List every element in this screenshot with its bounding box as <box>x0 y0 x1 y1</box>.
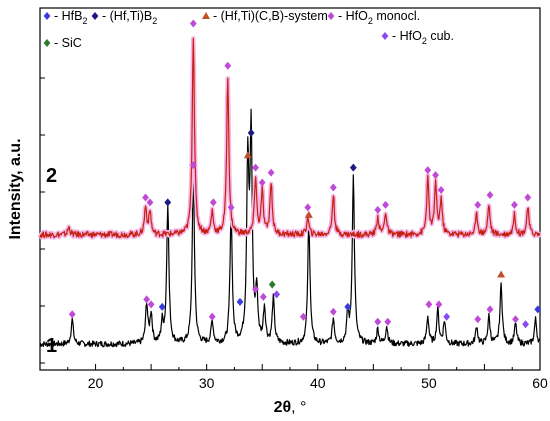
x-axis-title-unit: , ° <box>291 399 306 416</box>
phase-marker <box>486 190 494 199</box>
phase-marker <box>68 310 76 319</box>
phase-marker <box>534 305 542 314</box>
phase-marker <box>247 128 255 137</box>
phase-marker <box>511 200 518 209</box>
x-tick-label: 30 <box>199 375 215 391</box>
phase-marker <box>189 161 197 170</box>
legend-label: - SiC <box>54 36 82 50</box>
legend-item: - (Hf,Ti)(C,B)-system <box>202 9 328 23</box>
phase-marker <box>299 312 307 321</box>
legend-symbol-icon <box>91 12 99 20</box>
phase-marker <box>425 300 433 309</box>
legend-label: - HfO2 monocl. <box>338 9 420 26</box>
phase-marker <box>143 295 151 304</box>
phase-marker <box>209 198 217 207</box>
phase-marker <box>437 186 445 194</box>
legend-label: - (Hf,Ti)B2 <box>102 9 157 26</box>
phase-marker <box>474 200 482 209</box>
legend-item: - (Hf,Ti)B2 <box>91 9 157 26</box>
phase-marker <box>474 315 482 324</box>
legend-item: - HfO2 cub. <box>381 29 454 46</box>
phase-marker <box>329 307 337 316</box>
x-tick-label: 20 <box>88 375 104 391</box>
phase-marker <box>259 292 267 301</box>
phase-marker <box>432 171 439 180</box>
phase-marker <box>236 297 244 306</box>
phase-marker <box>382 200 389 209</box>
phase-marker <box>189 19 197 28</box>
legend-label: - HfB2 <box>54 9 88 26</box>
curve-label-1: 1 <box>46 335 57 357</box>
x-tick-label: 60 <box>532 375 548 391</box>
phase-marker <box>147 300 155 309</box>
phase-marker <box>224 61 232 70</box>
phase-marker <box>524 193 532 202</box>
phase-marker <box>164 198 172 207</box>
phase-marker <box>512 315 519 324</box>
curve-label-2: 2 <box>46 165 57 187</box>
phase-marker <box>374 317 382 326</box>
legend-label: - HfO2 cub. <box>392 29 454 46</box>
phase-marker <box>443 312 451 321</box>
phase-marker <box>142 193 149 202</box>
legend-symbol-icon <box>327 12 335 20</box>
phase-marker <box>374 205 382 214</box>
legend-symbol-icon <box>381 32 389 40</box>
legend-symbol-icon <box>202 12 210 19</box>
phase-marker <box>158 302 166 311</box>
series-1-line <box>39 108 541 348</box>
phase-marker <box>435 300 443 309</box>
phase-marker <box>349 163 357 172</box>
phase-marker <box>252 163 259 172</box>
legend-symbol-icon <box>43 12 51 20</box>
phase-marker <box>384 317 392 326</box>
phase-marker <box>329 183 337 192</box>
phase-marker <box>258 178 266 187</box>
phase-marker <box>146 198 154 207</box>
x-axis-title: 2θ, ° <box>274 399 307 416</box>
legend-symbol-icon <box>43 39 51 47</box>
x-tick-label: 40 <box>310 375 326 391</box>
phase-marker <box>304 203 312 212</box>
phase-marker <box>252 285 259 294</box>
legend-label: - (Hf,Ti)(C,B)-system <box>213 9 328 23</box>
phase-marker <box>267 168 275 177</box>
legend-item: - HfO2 monocl. <box>327 9 420 26</box>
phase-marker <box>344 302 352 311</box>
x-tick-label: 50 <box>421 375 437 391</box>
phase-marker <box>304 210 313 218</box>
series-2-line <box>39 37 541 239</box>
markers-group <box>68 19 542 329</box>
phase-marker <box>486 305 494 314</box>
phase-marker <box>273 290 281 299</box>
x-ticks-group: 20 30 40 50 60 <box>39 364 548 391</box>
phase-marker <box>227 203 235 212</box>
legend-item: - SiC <box>43 36 82 50</box>
legend-item: - HfB2 <box>43 9 88 26</box>
plot-frame <box>39 7 541 371</box>
phase-marker <box>208 312 216 321</box>
phase-marker <box>522 320 529 329</box>
x-axis-title-main: 2θ <box>274 399 292 416</box>
curves-group <box>37 36 542 348</box>
y-ticks-group <box>40 77 45 364</box>
phase-marker <box>497 270 506 278</box>
series-2-halo <box>37 36 542 240</box>
legend-group: - HfB2 - (Hf,Ti)B2 - (Hf,Ti)(C,B)-system - … <box>43 9 454 50</box>
phase-marker <box>268 280 276 289</box>
phase-marker <box>424 166 432 175</box>
phase-marker <box>243 151 252 159</box>
curve-labels-group: 12 <box>46 165 57 357</box>
y-axis-title: Intensity, a.u. <box>7 138 24 239</box>
